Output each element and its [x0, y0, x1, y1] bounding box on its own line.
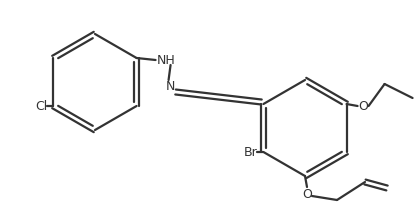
Text: NH: NH [156, 53, 175, 67]
Text: O: O [302, 188, 312, 201]
Text: O: O [359, 99, 369, 112]
Text: N: N [166, 80, 175, 93]
Text: Cl: Cl [35, 99, 47, 112]
Text: Br: Br [244, 145, 258, 158]
